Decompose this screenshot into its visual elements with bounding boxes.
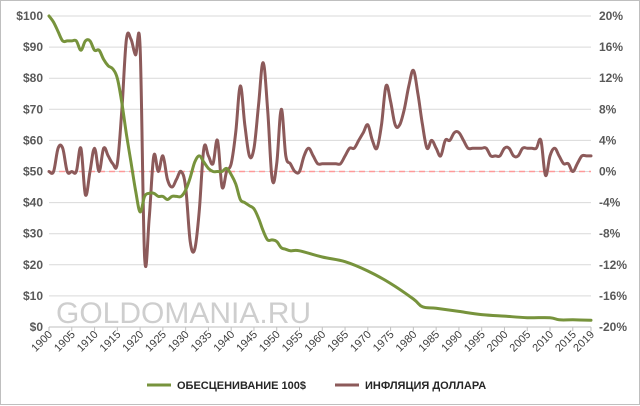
legend-label: ОБЕСЦЕНИВАНИЕ 100$: [177, 380, 306, 392]
x-tick-label: 1920: [120, 329, 146, 355]
x-tick-label: 1950: [257, 329, 283, 355]
left-tick-label: $20: [23, 258, 43, 272]
x-tick-label: 1955: [280, 329, 306, 355]
x-tick-label: 1915: [98, 329, 124, 355]
x-tick-label: 1965: [325, 329, 351, 355]
watermark-text: GOLDOMANIA.RU: [56, 297, 311, 330]
x-tick-label: 1960: [303, 329, 329, 355]
right-tick-label: 0%: [599, 165, 617, 179]
right-tick-label: 8%: [599, 102, 617, 116]
x-tick-label: 2000: [485, 329, 511, 355]
x-tick-label: 1990: [439, 329, 465, 355]
x-tick-label: 2005: [508, 329, 534, 355]
left-tick-label: $100: [16, 9, 43, 23]
legend: ОБЕСЦЕНИВАНИЕ 100$ ИНФЛЯЦИЯ ДОЛЛАРА: [147, 380, 486, 392]
x-axis-ticks: 1900190519101915192019251930193519401945…: [29, 326, 597, 355]
left-tick-label: $40: [23, 196, 43, 210]
series-lines: [47, 14, 593, 322]
x-tick-label: 1940: [212, 329, 238, 355]
x-tick-label: 1905: [52, 329, 78, 355]
right-tick-label: -4%: [599, 196, 621, 210]
left-tick-label: $50: [23, 165, 43, 179]
x-tick-label: 2019: [571, 329, 597, 355]
left-axis-ticks: $0 $10 $20 $30 $40 $50 $60 $70 $80 $90 $100: [16, 9, 43, 334]
right-tick-label: 12%: [599, 71, 623, 85]
x-tick-label: 1930: [166, 329, 192, 355]
series-line-inflation: [47, 31, 593, 268]
left-tick-label: $60: [23, 133, 43, 147]
legend-label: ИНФЛЯЦИЯ ДОЛЛАРА: [365, 380, 486, 392]
series-line-depreciation: [47, 14, 593, 322]
left-tick-label: $90: [23, 40, 43, 54]
x-tick-label: 1995: [462, 329, 488, 355]
left-tick-label: $30: [23, 227, 43, 241]
right-tick-label: 16%: [599, 40, 623, 54]
x-tick-label: 1925: [143, 329, 169, 355]
x-tick-label: 1985: [416, 329, 442, 355]
x-tick-label: 1910: [75, 329, 101, 355]
left-tick-label: $80: [23, 71, 43, 85]
right-tick-label: -16%: [599, 289, 627, 303]
right-axis-ticks: -20% -16% -12% -8% -4% 0% 4% 8% 12% 16% 20%: [599, 9, 627, 334]
left-tick-label: $0: [30, 320, 44, 334]
right-tick-label: -8%: [599, 227, 621, 241]
right-tick-label: -20%: [599, 320, 627, 334]
x-tick-label: 1980: [394, 329, 420, 355]
x-tick-label: 1975: [371, 329, 397, 355]
x-tick-label: 1970: [348, 329, 374, 355]
left-tick-label: $70: [23, 102, 43, 116]
right-tick-label: -12%: [599, 258, 627, 272]
x-tick-label: 1945: [234, 329, 260, 355]
left-tick-label: $10: [23, 289, 43, 303]
right-tick-label: 4%: [599, 133, 617, 147]
x-tick-label: 1935: [189, 329, 215, 355]
right-tick-label: 20%: [599, 9, 623, 23]
x-tick-label: 2010: [530, 329, 556, 355]
